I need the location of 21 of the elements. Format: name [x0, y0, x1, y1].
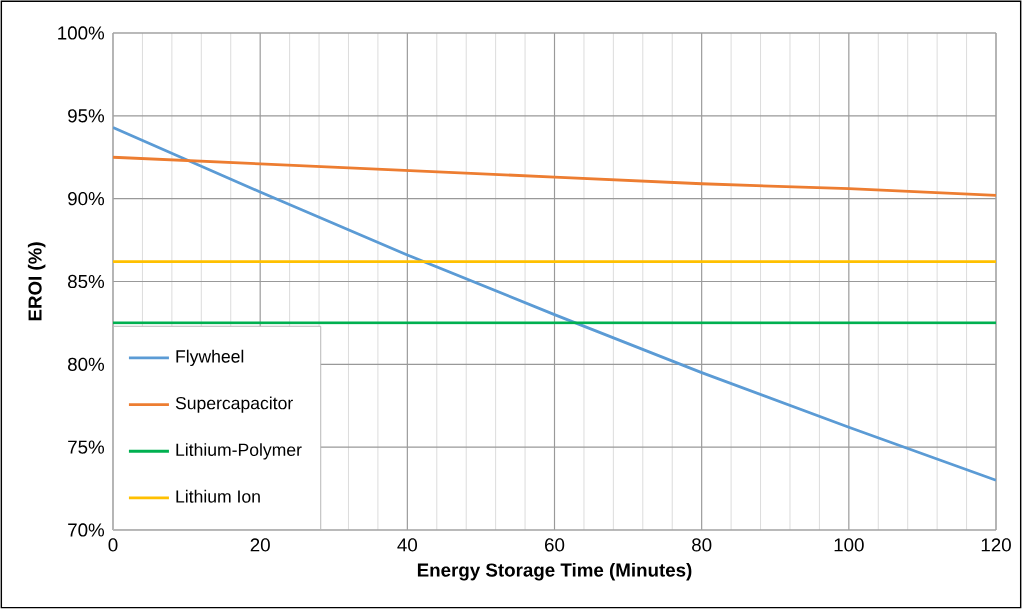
x-tick-label: 80 [692, 538, 712, 552]
line-series [113, 126, 997, 482]
y-tick-label: 100% [58, 26, 105, 40]
legend-label: Flywheel [176, 349, 244, 367]
legend-label: Lithium-Polymer [176, 443, 302, 460]
y-tick-label: 95% [68, 109, 105, 123]
y-tick-label: 85% [68, 274, 105, 289]
x-tick-label: 40 [397, 538, 418, 552]
y-axis-title: EROI (%) [27, 242, 46, 321]
x-tick-label: 0 [108, 538, 118, 552]
y-tick-label: 80% [68, 357, 105, 371]
legend-label: Supercapacitor [175, 396, 293, 413]
y-tick-label: 90% [68, 192, 105, 206]
x-tick-label: 20 [250, 538, 270, 552]
x-tick-label: 120 [981, 538, 1011, 552]
legend-label: Lithium Ion [176, 489, 260, 503]
x-tick-label: 100 [834, 538, 864, 552]
x-axis-title: Energy Storage Time (Minutes) [417, 562, 692, 581]
y-tick-label: 75% [68, 440, 105, 454]
y-tick-label: 70% [68, 523, 105, 537]
x-tick-label: 60 [545, 538, 565, 552]
